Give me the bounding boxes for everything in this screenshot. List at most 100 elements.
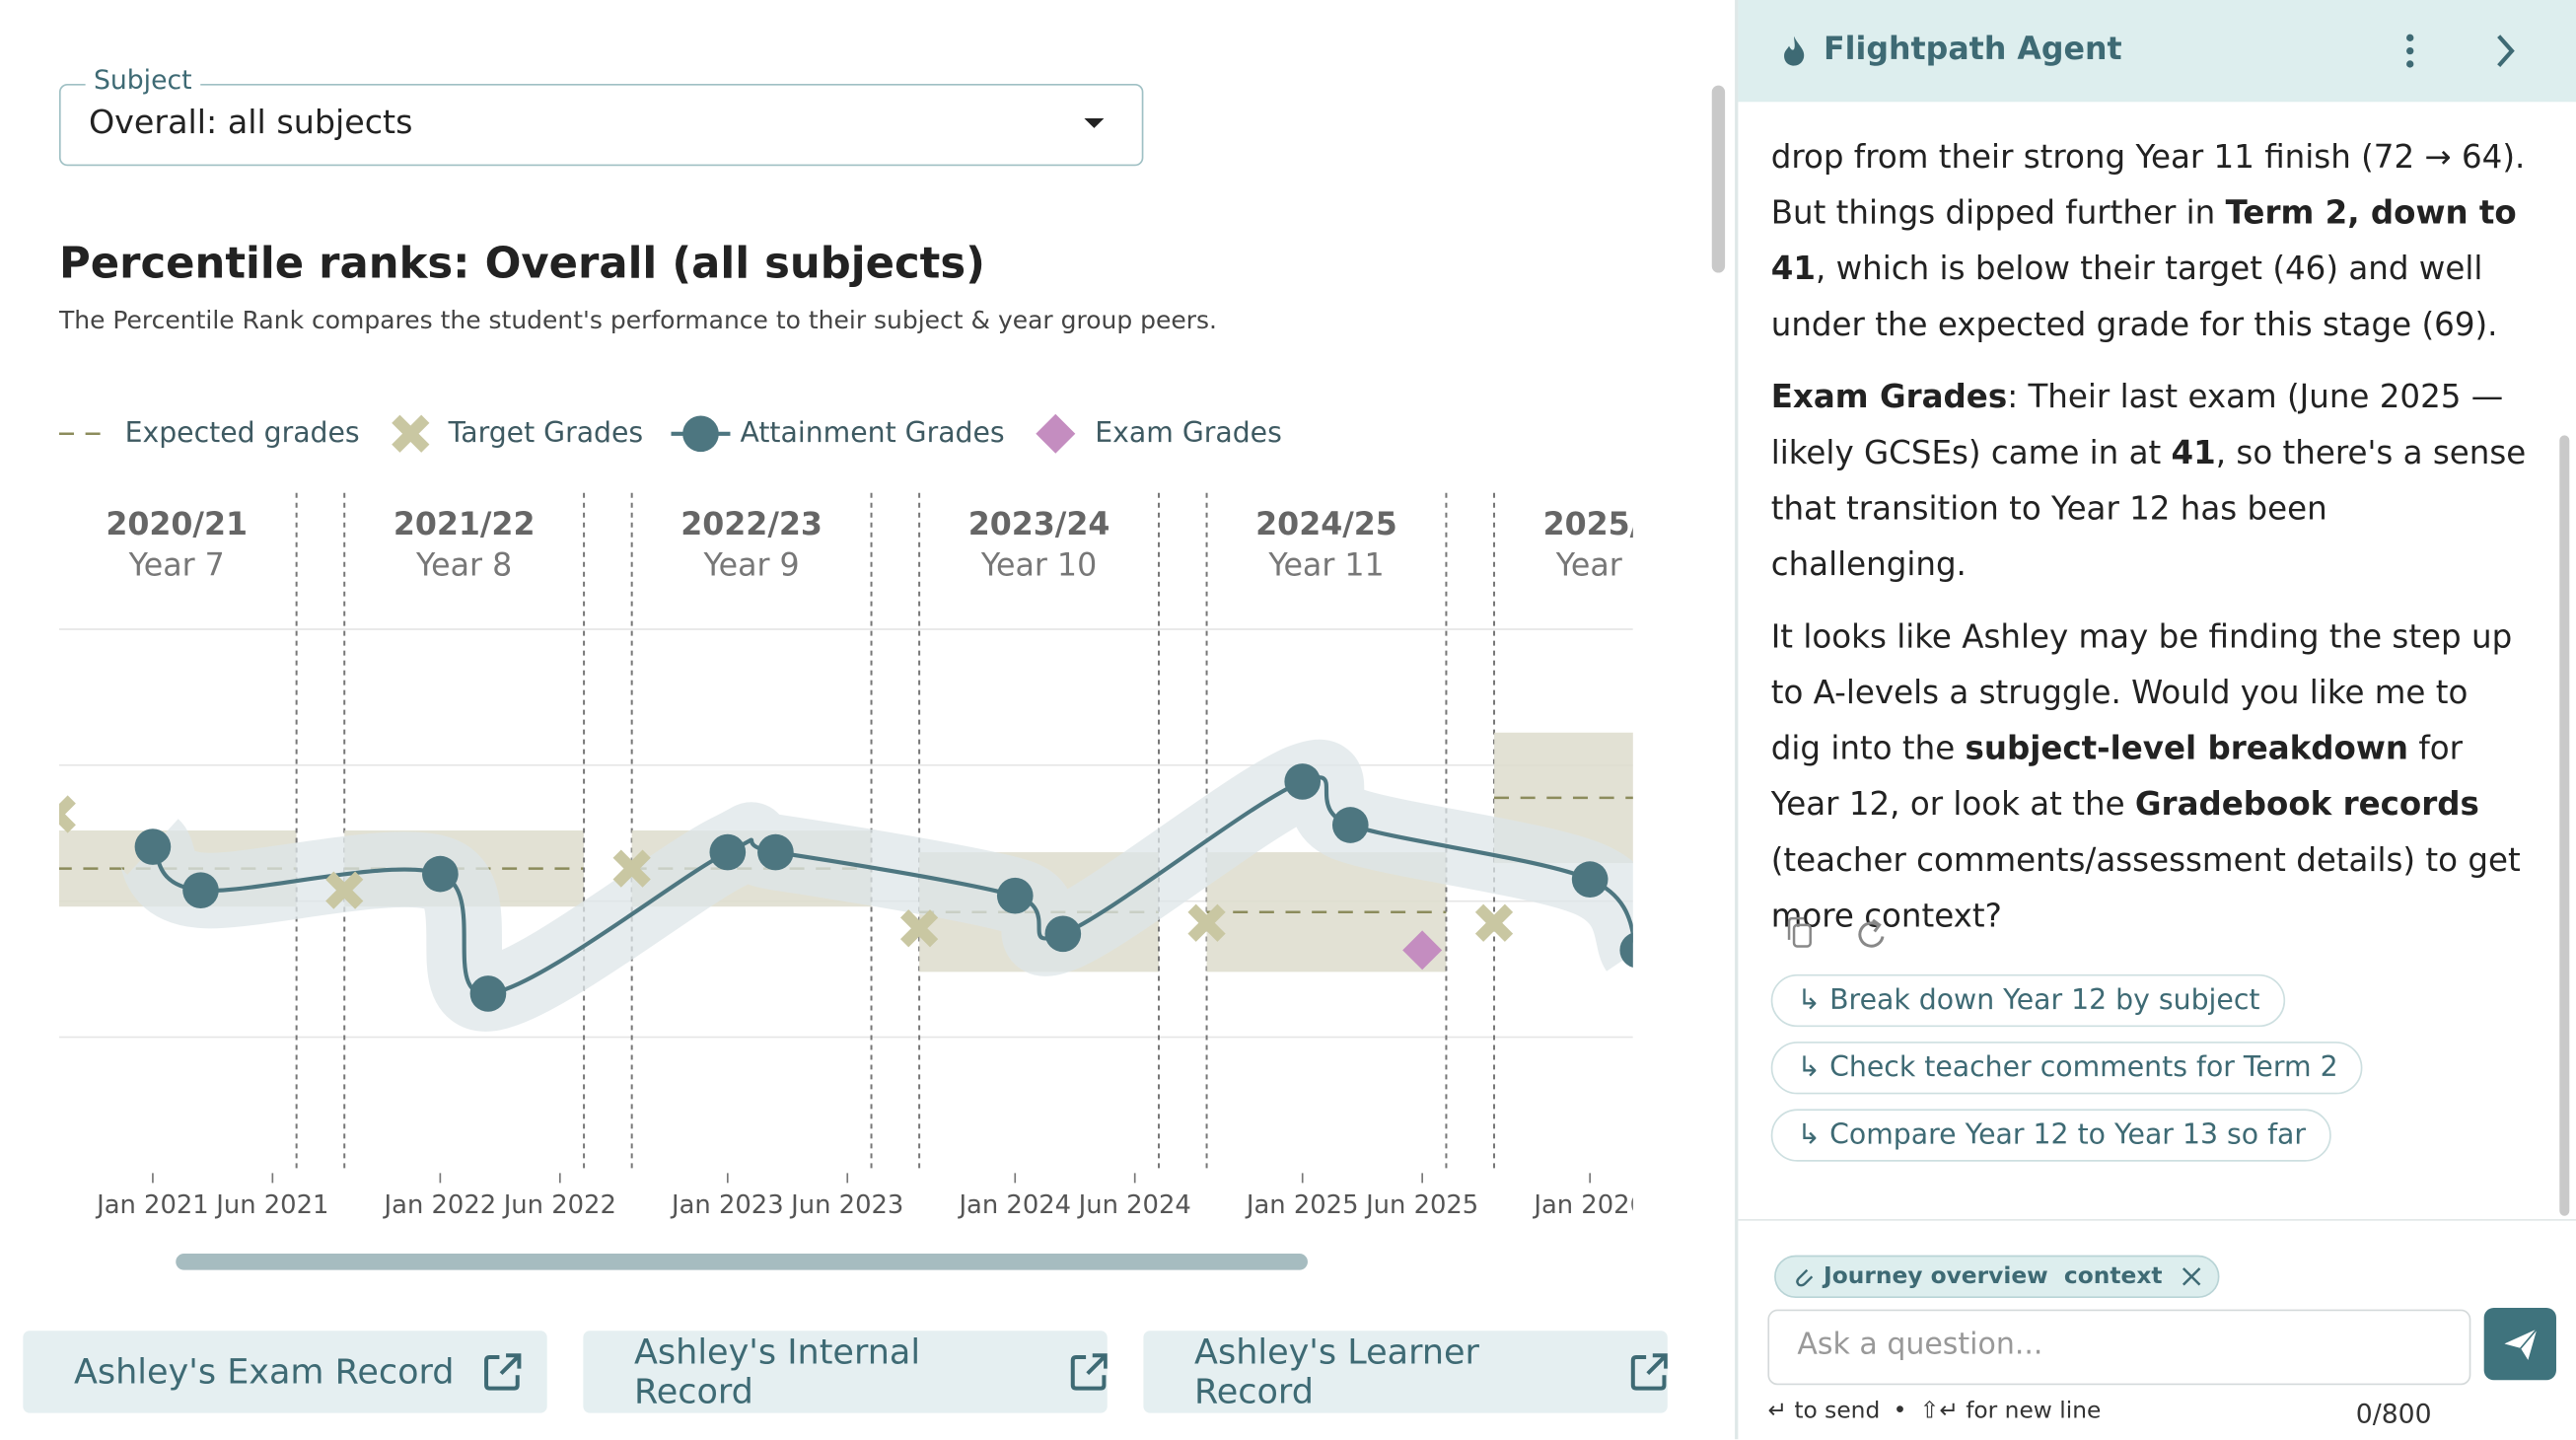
char-counter: 0/800 — [2355, 1398, 2432, 1430]
chart-title: Percentile ranks: Overall (all subjects) — [58, 240, 985, 290]
text: , which is below their target (46) and w… — [1770, 250, 2498, 344]
menu-button[interactable] — [2401, 33, 2418, 69]
x-tick-label: Jan 2022 — [383, 1190, 497, 1220]
x-tick-label: Jun 2025 — [1364, 1190, 1478, 1220]
button-label: Ashley's Exam Record — [73, 1351, 455, 1392]
message-paragraph: drop from their strong Year 11 finish (7… — [1771, 130, 2527, 354]
bold-text: 41 — [2171, 433, 2216, 472]
exam-marker — [1036, 413, 1076, 454]
agent-header: Flightpath Agent — [1738, 0, 2576, 103]
agent-title: Flightpath Agent — [1824, 31, 2122, 68]
year-period: 2024/25 — [1255, 507, 1397, 542]
suggestion-chip[interactable]: ↳ Compare Year 12 to Year 13 so far — [1770, 1109, 2331, 1162]
x-tick-label: Jan 2026 — [1532, 1190, 1646, 1220]
legend-item: Attainment Grades — [671, 415, 1005, 453]
bold-text: Exam Grades — [1770, 378, 2008, 416]
text: drop from their strong Year 11 finish (7… — [1770, 137, 2526, 232]
attainment-point — [757, 833, 794, 871]
input-hints: ↵ to send • ⇧↵ for new line — [1767, 1399, 2101, 1425]
target-marker — [900, 909, 939, 948]
suggestion-chip[interactable]: ↳ Check teacher comments for Term 2 — [1770, 1042, 2363, 1095]
attainment-point — [469, 975, 507, 1012]
attainment-point — [134, 828, 172, 865]
target-marker — [58, 795, 76, 833]
target-marker — [612, 849, 651, 888]
suggestion-chip[interactable]: ↳ Break down Year 12 by subject — [1770, 973, 2285, 1028]
message: drop from their strong Year 11 finish (7… — [1771, 130, 2527, 962]
x-tick-label: Jan 2024 — [957, 1190, 1071, 1220]
icon-shape — [1070, 1353, 1108, 1391]
suggestion-row: ↳ Check teacher comments for Term 2 — [1770, 1042, 2543, 1109]
icon-shape — [484, 1353, 523, 1391]
question-input[interactable]: Ask a question... — [1767, 1309, 2471, 1386]
x-tick-label: Jun 2024 — [1077, 1190, 1191, 1220]
attainment-point — [1571, 861, 1609, 898]
dropdown-arrow — [1084, 117, 1105, 128]
external-link-icon — [1070, 1353, 1108, 1391]
legend-label: Target Grades — [448, 416, 644, 449]
record-button[interactable]: Ashley's Learner Record — [1143, 1331, 1668, 1413]
legend-swatch — [682, 415, 719, 453]
target-marker — [325, 871, 364, 909]
chart-subtitle: The Percentile Rank compares the student… — [58, 305, 1218, 335]
external-link-icon — [484, 1353, 523, 1391]
external-link-icon — [1630, 1353, 1668, 1391]
x-tick-label: Jun 2023 — [789, 1190, 903, 1220]
target-marker — [1474, 903, 1514, 942]
suggestion-row: ↳ Compare Year 12 to Year 13 so far — [1770, 1109, 2543, 1176]
attach-icon — [1796, 1268, 1814, 1287]
subject-select[interactable]: Overall: all subjects — [58, 83, 1144, 167]
panel-scrollbar[interactable] — [2559, 435, 2570, 1216]
year-period: 2021/22 — [394, 507, 536, 542]
select-value: Overall: all subjects — [88, 102, 413, 142]
send-icon — [2499, 1326, 2540, 1364]
hint-separator: • — [1893, 1398, 1907, 1425]
target-marker — [392, 414, 430, 453]
record-button[interactable]: Ashley's Exam Record — [23, 1331, 547, 1413]
v-scrollbar[interactable] — [1711, 85, 1726, 273]
year-label: Year 12 — [1555, 548, 1672, 584]
x-tick-label: Jun 2022 — [502, 1190, 616, 1220]
attainment-point — [422, 855, 459, 893]
attainment-point — [182, 872, 219, 908]
record-button[interactable]: Ashley's Internal Record — [583, 1331, 1108, 1413]
attainment-point — [1619, 932, 1633, 968]
legend-item: Expected grades — [58, 416, 360, 449]
chip-remove[interactable] — [2182, 1266, 2202, 1286]
year-period: 2023/24 — [968, 507, 1110, 542]
message-actions — [1787, 916, 1885, 948]
hint-newline: ⇧↵ for new line — [1919, 1398, 2102, 1425]
legend-item: Exam Grades — [1036, 413, 1282, 454]
year-label: Year 8 — [415, 548, 512, 584]
attainment-point — [1044, 915, 1082, 953]
attainment-point — [1284, 763, 1322, 800]
year-label: Year 7 — [128, 548, 225, 584]
attainment-point — [996, 877, 1034, 914]
context-chip: Journey overview context — [1774, 1255, 2220, 1298]
year-label: Year 10 — [980, 548, 1097, 584]
input-placeholder: Ask a question... — [1797, 1327, 2043, 1362]
hint-send: ↵ to send — [1767, 1398, 1881, 1425]
collapse-button[interactable] — [2494, 33, 2517, 69]
divider — [1738, 1219, 2576, 1221]
legend-label: Expected grades — [125, 416, 360, 449]
send-button[interactable] — [2483, 1307, 2556, 1381]
target-marker — [1187, 903, 1226, 942]
bold-text: Gradebook records — [2134, 785, 2479, 824]
retry-button[interactable] — [1858, 918, 1885, 948]
x-tick-label: Jun 2021 — [214, 1190, 328, 1220]
message-paragraph: Exam Grades: Their last exam (June 2025 … — [1771, 370, 2527, 594]
icon-shape — [1630, 1353, 1668, 1391]
h-scrollbar[interactable] — [176, 1254, 1308, 1270]
bold-text: Term 2, down to 41 — [1770, 193, 2517, 288]
year-label: Year 11 — [1267, 548, 1384, 584]
suggestion-row: ↳ Break down Year 12 by subject — [1770, 973, 2543, 1042]
year-period: 2022/23 — [680, 507, 823, 542]
button-label: Ashley's Internal Record — [633, 1332, 921, 1411]
button-label: Ashley's Learner Record — [1194, 1332, 1479, 1411]
attainment-point — [709, 833, 747, 871]
x-tick-label: Jan 2023 — [670, 1190, 784, 1220]
copy-button[interactable] — [1787, 916, 1812, 948]
year-label: Year 9 — [703, 548, 800, 584]
